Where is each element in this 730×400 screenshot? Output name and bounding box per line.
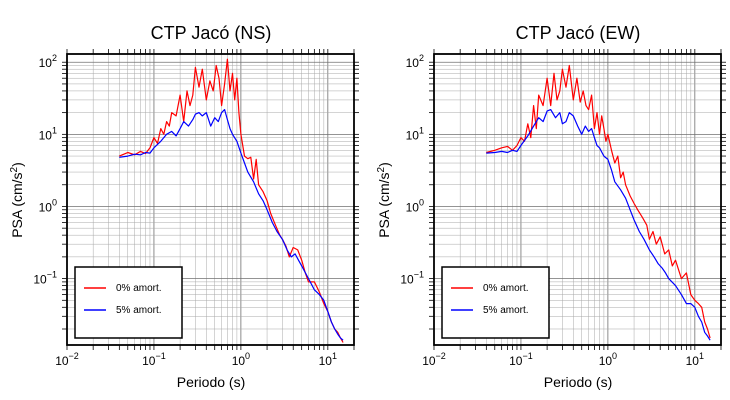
y-axis-label-main: PSA (cm/s [376, 172, 392, 237]
y-axis-label-main: PSA (cm/s [9, 172, 25, 237]
y-tick-label: 10−1 [400, 270, 424, 287]
x-tick-label: 10−1 [142, 351, 166, 368]
y-tick-labels: 10−1 100 101 102 [33, 53, 57, 286]
series-layer [486, 64, 711, 341]
y-tick-label: 100 [406, 197, 424, 214]
x-tick-label: 10−2 [422, 351, 446, 368]
x-tick-labels: 10−2 10−1 100 101 [422, 351, 704, 368]
y-tick-label: 102 [406, 53, 424, 70]
x-tick-labels: 10−2 10−1 100 101 [55, 351, 337, 368]
chart-ew: CTP Jacó (EW) 10−2 10−1 100 101 10−11001011… [376, 23, 726, 390]
x-tick-label: 100 [232, 351, 250, 368]
series-line-0 [486, 64, 711, 339]
chart-title: CTP Jacó (NS) [151, 23, 272, 43]
y-axis-label-tail: ) [9, 162, 25, 167]
y-tick-labels: 10−1 100 101 102 [400, 53, 424, 286]
x-tick-label: 101 [686, 351, 704, 368]
legend-box [74, 266, 183, 339]
series-line-1 [119, 108, 344, 341]
legend: 0% amort. 5% amort. [74, 266, 183, 339]
y-axis-label-sup: 2 [9, 166, 20, 172]
x-axis-label: Periodo (s) [544, 374, 612, 390]
legend-label-0: 0% amort. [483, 283, 529, 294]
series-line-1 [486, 108, 711, 341]
y-axis-label-sup: 2 [376, 166, 387, 172]
chart-title: CTP Jacó (EW) [516, 23, 641, 43]
legend: 0% amort. 5% amort. [441, 266, 550, 339]
y-tick-label: 100 [39, 197, 57, 214]
plot-frame [433, 53, 722, 346]
y-tick-label: 102 [39, 53, 57, 70]
y-tick-label: 101 [406, 125, 424, 142]
y-axis-label-tail: ) [376, 162, 392, 167]
chart-ns: CTP Jacó (NS) 10−2 10−1 100 101 10−11001011… [9, 23, 359, 390]
series-line-0 [119, 58, 344, 343]
x-tick-label: 10−1 [509, 351, 533, 368]
x-tick-label: 100 [599, 351, 617, 368]
y-axis-label: PSA (cm/s2) [376, 162, 392, 238]
x-axis-label: Periodo (s) [177, 374, 245, 390]
y-axis-label: PSA (cm/s2) [9, 162, 25, 238]
x-tick-label: 101 [319, 351, 337, 368]
y-tick-label: 10−1 [33, 270, 57, 287]
y-tick-label: 101 [39, 125, 57, 142]
x-tick-label: 10−2 [55, 351, 79, 368]
legend-label-0: 0% amort. [116, 283, 162, 294]
plot-frame [66, 53, 355, 346]
series-layer [119, 58, 344, 343]
legend-label-1: 5% amort. [483, 305, 529, 316]
legend-label-1: 5% amort. [116, 305, 162, 316]
legend-box [441, 266, 550, 339]
